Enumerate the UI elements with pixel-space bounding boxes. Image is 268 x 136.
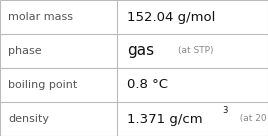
Text: 1.371 g/cm: 1.371 g/cm xyxy=(127,112,203,126)
Text: gas: gas xyxy=(127,44,154,58)
Text: 152.04 g/mol: 152.04 g/mol xyxy=(127,10,216,24)
Text: molar mass: molar mass xyxy=(8,12,73,22)
Text: 0.8 °C: 0.8 °C xyxy=(127,78,168,92)
Text: (at STP): (at STP) xyxy=(178,47,214,55)
Text: boiling point: boiling point xyxy=(8,80,77,90)
Text: density: density xyxy=(8,114,49,124)
Text: phase: phase xyxy=(8,46,42,56)
Text: (at 20 °C): (at 20 °C) xyxy=(234,115,268,123)
Text: 3: 3 xyxy=(222,106,228,115)
